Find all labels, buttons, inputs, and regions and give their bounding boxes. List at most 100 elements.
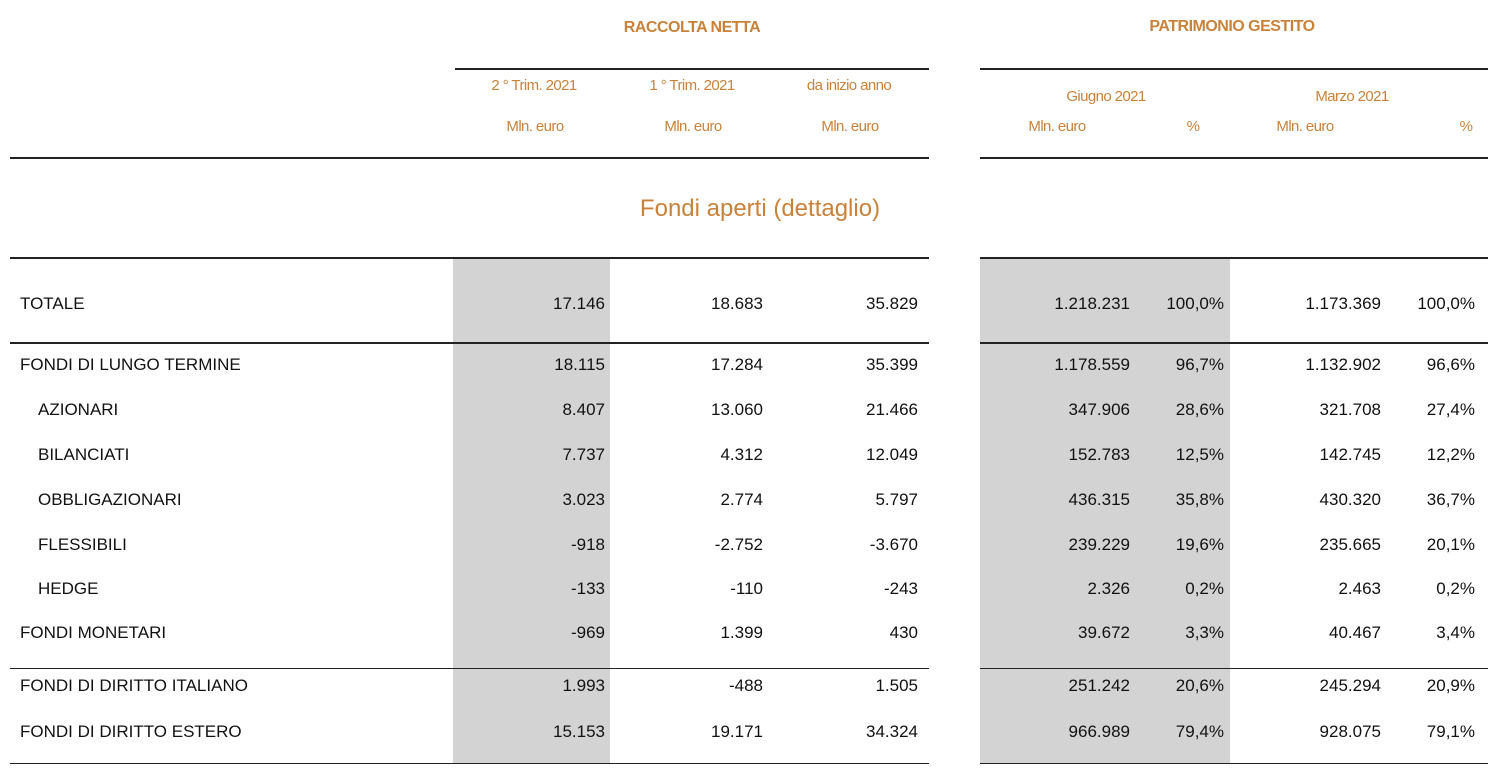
table-cell: 1.218.231: [1054, 294, 1130, 313]
table-cell: 96,7%: [1175, 355, 1224, 374]
table-cell: 251.242: [1068, 676, 1130, 695]
table-cell: 430.320: [1319, 490, 1381, 509]
table-cell: 100,0%: [1417, 294, 1475, 313]
header-rule-right: [980, 68, 1488, 70]
total-rule-right: [980, 342, 1488, 344]
raccolta-netta-title: RACCOLTA NETTA: [623, 19, 761, 36]
row-label: FONDI DI LUNGO TERMINE: [20, 355, 241, 374]
table-cell: 7.737: [562, 445, 605, 464]
row-label: BILANCIATI: [38, 445, 130, 464]
table-cell: 1.505: [875, 676, 918, 695]
table-cell: 5.797: [875, 490, 918, 509]
table-cell: 321.708: [1319, 400, 1381, 419]
row-label: TOTALE: [20, 294, 85, 313]
unit-q2: Mln. euro: [506, 118, 564, 135]
table-top-rule-right: [980, 257, 1488, 259]
unit-march: Mln. euro: [1276, 118, 1334, 135]
table-top-rule-left: [10, 257, 929, 259]
table-cell: 1.178.559: [1054, 355, 1130, 374]
row-label: OBBLIGAZIONARI: [38, 490, 182, 509]
unit-ytd: Mln. euro: [821, 118, 879, 135]
table-cell: 17.146: [553, 294, 605, 313]
table-cell: 20,1%: [1426, 535, 1475, 554]
col-header-ytd: da inizio anno: [806, 77, 892, 94]
table-cell: 40.467: [1329, 623, 1381, 642]
table-cell: -918: [570, 535, 605, 554]
row-label: FONDI MONETARI: [20, 623, 167, 642]
table-cell: 142.745: [1319, 445, 1381, 464]
subheader-rule-right: [980, 157, 1488, 159]
table-cell: 1.993: [562, 676, 605, 695]
table-cell: -133: [570, 579, 605, 598]
table-cell: 2.774: [720, 490, 763, 509]
col-header-march-2021: Marzo 2021: [1315, 88, 1389, 105]
table-cell: 0,2%: [1436, 579, 1475, 598]
table-cell: 12,5%: [1175, 445, 1224, 464]
row-label: FONDI DI DIRITTO ITALIANO: [20, 676, 248, 695]
table-cell: 21.466: [866, 400, 918, 419]
col-header-q2-2021: 2 ° Trim. 2021: [491, 77, 577, 94]
section-title: Fondi aperti (dettaglio): [639, 195, 881, 222]
bottom-rule-left: [10, 763, 929, 764]
unit-q1: Mln. euro: [664, 118, 722, 135]
table-cell: -110: [730, 579, 763, 598]
table-cell: 36,7%: [1426, 490, 1475, 509]
table-cell: 35,8%: [1175, 490, 1224, 509]
table-cell: 3.023: [562, 490, 605, 509]
table-cell: 235.665: [1319, 535, 1381, 554]
table-cell: 2.463: [1338, 579, 1381, 598]
table-cell: 1.132.902: [1305, 355, 1381, 374]
table-cell: 34.324: [866, 722, 918, 741]
header-rule-left: [455, 68, 929, 70]
table-cell: 18.683: [711, 294, 763, 313]
table-cell: 15.153: [553, 722, 605, 741]
table-cell: 17.284: [711, 355, 763, 374]
table-cell: -2.752: [714, 535, 763, 554]
table-cell: 79,1%: [1426, 722, 1475, 741]
table-cell: 12.049: [866, 445, 918, 464]
table-cell: 12,2%: [1426, 445, 1475, 464]
row-label: FLESSIBILI: [38, 535, 127, 554]
table-cell: 35.399: [866, 355, 918, 374]
monetari-rule-left: [10, 668, 929, 669]
table-cell: 3,3%: [1185, 623, 1224, 642]
table-cell: 96,6%: [1426, 355, 1475, 374]
table-cell: 928.075: [1319, 722, 1381, 741]
col-header-q1-2021: 1 ° Trim. 2021: [649, 77, 735, 94]
table-cell: -488: [728, 676, 763, 695]
row-label: AZIONARI: [38, 400, 119, 419]
table-cell: 20,6%: [1175, 676, 1224, 695]
table-cell: 430: [889, 623, 918, 642]
table-cell: 19.171: [711, 722, 763, 741]
table-cell: 1.173.369: [1305, 294, 1381, 313]
pct-march: %: [1459, 118, 1473, 135]
table-cell: -243: [883, 579, 918, 598]
col-header-june-2021: Giugno 2021: [1066, 88, 1146, 105]
table-cell: 35.829: [866, 294, 918, 313]
table-cell: 966.989: [1068, 722, 1130, 741]
table-cell: 79,4%: [1175, 722, 1224, 741]
patrimonio-gestito-title: PATRIMONIO GESTITO: [1149, 18, 1315, 35]
table-cell: 8.407: [562, 400, 605, 419]
table-cell: 0,2%: [1185, 579, 1224, 598]
row-label: FONDI DI DIRITTO ESTERO: [20, 722, 242, 741]
table-cell: 1.399: [720, 623, 763, 642]
table-cell: 18.115: [554, 355, 605, 374]
table-cell: 20,9%: [1426, 676, 1475, 695]
table-cell: 245.294: [1319, 676, 1381, 695]
unit-june: Mln. euro: [1028, 118, 1086, 135]
row-label: HEDGE: [38, 579, 99, 598]
table-cell: 19,6%: [1175, 535, 1224, 554]
table-cell: 28,6%: [1175, 400, 1224, 419]
table-cell: 27,4%: [1426, 400, 1475, 419]
monetari-rule-right: [980, 668, 1488, 669]
table-cell: 4.312: [720, 445, 763, 464]
table-cell: 39.672: [1078, 623, 1130, 642]
pct-june: %: [1186, 118, 1200, 135]
table-cell: 239.229: [1068, 535, 1130, 554]
table-cell: 2.326: [1087, 579, 1130, 598]
table-cell: -969: [570, 623, 605, 642]
subheader-rule-left: [10, 157, 929, 159]
table-cell: 436.315: [1068, 490, 1130, 509]
table-cell: 100,0%: [1166, 294, 1224, 313]
